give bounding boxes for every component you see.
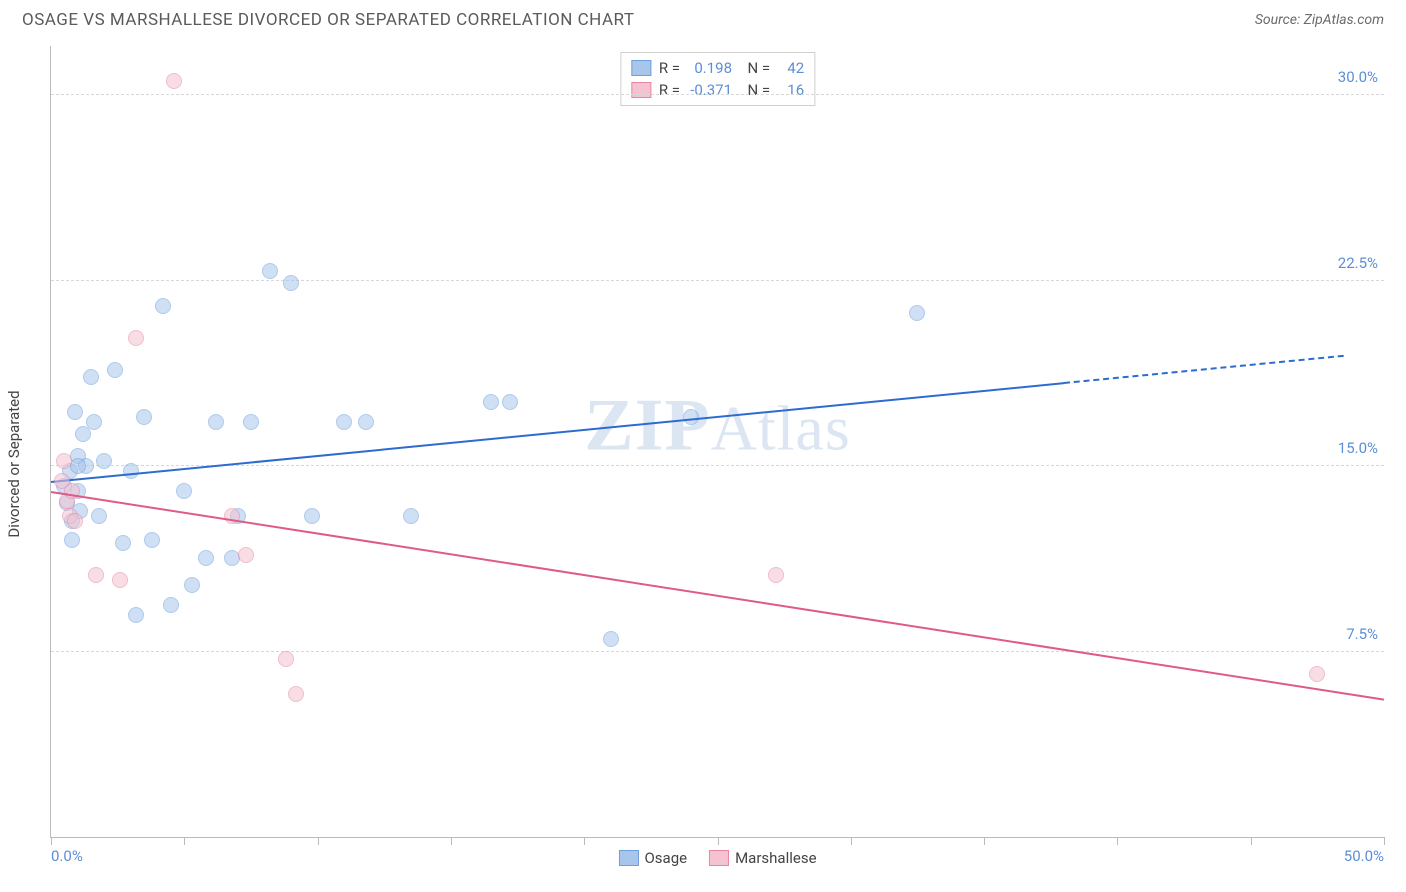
- legend-r-value: -0.371: [688, 79, 732, 101]
- data-point: [358, 414, 374, 430]
- data-point: [243, 414, 259, 430]
- data-point: [403, 508, 419, 524]
- data-point: [336, 414, 352, 430]
- data-point: [283, 275, 299, 291]
- data-point: [198, 550, 214, 566]
- legend-swatch: [631, 82, 651, 98]
- plot-area: ZIPAtlas R =0.198 N =42R =-0.371 N =16 O…: [50, 46, 1384, 838]
- y-tick-label: 15.0%: [1338, 439, 1378, 457]
- data-point: [96, 453, 112, 469]
- data-point: [155, 298, 171, 314]
- data-point: [238, 547, 254, 563]
- legend-n-label: N =: [740, 79, 770, 101]
- x-tick: [184, 837, 185, 845]
- legend-n-label: N =: [740, 57, 770, 79]
- data-point: [136, 409, 152, 425]
- legend-swatch: [709, 850, 729, 866]
- legend-r-label: R =: [659, 79, 680, 101]
- data-point: [64, 532, 80, 548]
- data-point: [163, 597, 179, 613]
- chart-title: OSAGE VS MARSHALLESE DIVORCED OR SEPARAT…: [22, 10, 635, 30]
- data-point: [83, 369, 99, 385]
- x-tick: [51, 837, 52, 845]
- data-point: [768, 567, 784, 583]
- data-point: [144, 532, 160, 548]
- gridline: [51, 465, 1384, 466]
- trend-line: [51, 491, 1384, 701]
- legend-label: Osage: [644, 849, 687, 867]
- legend-series: Osage Marshallese: [618, 849, 816, 867]
- data-point: [603, 631, 619, 647]
- legend-swatch: [618, 850, 638, 866]
- data-point: [288, 686, 304, 702]
- data-point: [184, 577, 200, 593]
- data-point: [176, 483, 192, 499]
- x-tick: [1117, 837, 1118, 845]
- x-tick: [718, 837, 719, 845]
- data-point: [128, 607, 144, 623]
- legend-item: Osage: [618, 849, 687, 867]
- trend-line-extrapolated: [1064, 355, 1344, 384]
- legend-swatch: [631, 60, 651, 76]
- legend-correlation: R = 0.198 N = 42 R = -0.371 N = 16: [620, 52, 815, 106]
- x-tick: [984, 837, 985, 845]
- trend-line: [51, 382, 1064, 483]
- legend-row: R = -0.371 N = 16: [631, 79, 804, 101]
- gridline: [51, 651, 1384, 652]
- data-point: [128, 330, 144, 346]
- legend-item: Marshallese: [709, 849, 816, 867]
- gridline: [51, 94, 1384, 95]
- x-tick: [318, 837, 319, 845]
- legend-r-label: R =: [659, 57, 680, 79]
- data-point: [304, 508, 320, 524]
- gridline: [51, 280, 1384, 281]
- data-point: [86, 414, 102, 430]
- x-tick: [1251, 837, 1252, 845]
- x-min-label: 0.0%: [51, 847, 83, 865]
- x-tick: [1384, 837, 1385, 845]
- data-point: [262, 263, 278, 279]
- y-tick-label: 22.5%: [1338, 254, 1378, 272]
- data-point: [123, 463, 139, 479]
- y-tick-label: 30.0%: [1338, 68, 1378, 86]
- y-tick-label: 7.5%: [1346, 625, 1378, 643]
- x-tick: [451, 837, 452, 845]
- data-point: [112, 572, 128, 588]
- data-point: [502, 394, 518, 410]
- data-point: [67, 404, 83, 420]
- legend-r-value: 0.198: [688, 57, 732, 79]
- data-point: [1309, 666, 1325, 682]
- x-tick: [851, 837, 852, 845]
- x-tick: [584, 837, 585, 845]
- data-point: [115, 535, 131, 551]
- data-point: [91, 508, 107, 524]
- legend-row: R = 0.198 N = 42: [631, 57, 804, 79]
- data-point: [166, 73, 182, 89]
- data-point: [208, 414, 224, 430]
- data-point: [483, 394, 499, 410]
- data-point: [107, 362, 123, 378]
- data-point: [909, 305, 925, 321]
- data-point: [88, 567, 104, 583]
- legend-n-value: 42: [778, 57, 804, 79]
- x-max-label: 50.0%: [1344, 847, 1384, 865]
- legend-label: Marshallese: [735, 849, 816, 867]
- source-label: Source: ZipAtlas.com: [1255, 12, 1384, 28]
- chart-container: Divorced or Separated ZIPAtlas R =0.198 …: [22, 46, 1384, 882]
- legend-n-value: 16: [778, 79, 804, 101]
- y-axis-label: Divorced or Separated: [5, 390, 23, 537]
- data-point: [278, 651, 294, 667]
- data-point: [56, 453, 72, 469]
- data-point: [67, 513, 83, 529]
- data-point: [683, 409, 699, 425]
